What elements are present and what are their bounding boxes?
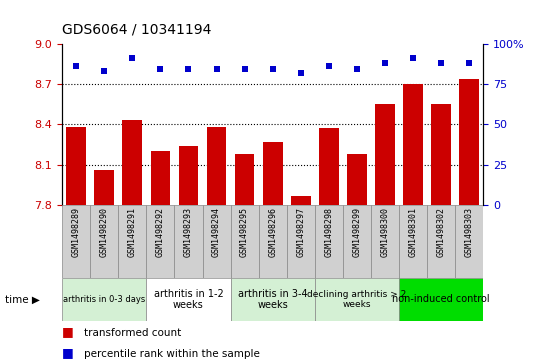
- Bar: [146, 205, 174, 278]
- Text: non-induced control: non-induced control: [393, 294, 490, 305]
- Bar: [315, 278, 399, 321]
- Point: [409, 55, 417, 61]
- Point: [353, 66, 361, 72]
- Text: ■: ■: [62, 325, 74, 338]
- Point: [296, 70, 305, 76]
- Bar: [231, 278, 315, 321]
- Text: ■: ■: [62, 346, 74, 359]
- Bar: [62, 205, 90, 278]
- Text: GSM1498302: GSM1498302: [437, 207, 445, 257]
- Point: [437, 60, 445, 66]
- Bar: [179, 146, 198, 205]
- Bar: [460, 78, 479, 205]
- Point: [325, 63, 333, 69]
- Bar: [118, 205, 146, 278]
- Text: GSM1498298: GSM1498298: [325, 207, 333, 257]
- Bar: [455, 205, 483, 278]
- Text: GSM1498296: GSM1498296: [268, 207, 277, 257]
- Text: percentile rank within the sample: percentile rank within the sample: [84, 349, 260, 359]
- Bar: [399, 205, 427, 278]
- Bar: [319, 129, 339, 205]
- Bar: [62, 278, 146, 321]
- Bar: [146, 278, 231, 321]
- Point: [240, 66, 249, 72]
- Bar: [315, 205, 343, 278]
- Text: GDS6064 / 10341194: GDS6064 / 10341194: [62, 22, 212, 36]
- Bar: [235, 154, 254, 205]
- Text: arthritis in 0-3 days: arthritis in 0-3 days: [63, 295, 145, 304]
- Bar: [94, 170, 114, 205]
- Bar: [123, 120, 142, 205]
- Text: declining arthritis > 2
weeks: declining arthritis > 2 weeks: [307, 290, 407, 309]
- Point: [184, 66, 193, 72]
- Text: GSM1498294: GSM1498294: [212, 207, 221, 257]
- Text: GSM1498300: GSM1498300: [381, 207, 389, 257]
- Bar: [403, 84, 423, 205]
- Text: arthritis in 3-4
weeks: arthritis in 3-4 weeks: [238, 289, 307, 310]
- Text: GSM1498297: GSM1498297: [296, 207, 305, 257]
- Bar: [174, 205, 202, 278]
- Text: GSM1498293: GSM1498293: [184, 207, 193, 257]
- Text: GSM1498301: GSM1498301: [409, 207, 417, 257]
- Bar: [231, 205, 259, 278]
- Point: [381, 60, 389, 66]
- Point: [212, 66, 221, 72]
- Point: [156, 66, 165, 72]
- Bar: [202, 205, 231, 278]
- Point: [128, 55, 137, 61]
- Text: GSM1498295: GSM1498295: [240, 207, 249, 257]
- Bar: [207, 127, 226, 205]
- Bar: [375, 104, 395, 205]
- Bar: [399, 278, 483, 321]
- Text: time ▶: time ▶: [5, 294, 40, 305]
- Bar: [291, 196, 310, 205]
- Bar: [343, 205, 371, 278]
- Bar: [347, 154, 367, 205]
- Text: GSM1498303: GSM1498303: [465, 207, 474, 257]
- Text: GSM1498289: GSM1498289: [72, 207, 80, 257]
- Bar: [427, 205, 455, 278]
- Bar: [431, 104, 451, 205]
- Text: transformed count: transformed count: [84, 327, 181, 338]
- Bar: [371, 205, 399, 278]
- Text: GSM1498290: GSM1498290: [100, 207, 109, 257]
- Bar: [66, 127, 86, 205]
- Bar: [90, 205, 118, 278]
- Point: [268, 66, 277, 72]
- Point: [100, 68, 109, 74]
- Point: [465, 60, 474, 66]
- Text: GSM1498299: GSM1498299: [353, 207, 361, 257]
- Bar: [151, 151, 170, 205]
- Text: GSM1498292: GSM1498292: [156, 207, 165, 257]
- Text: GSM1498291: GSM1498291: [128, 207, 137, 257]
- Bar: [263, 142, 282, 205]
- Bar: [259, 205, 287, 278]
- Text: arthritis in 1-2
weeks: arthritis in 1-2 weeks: [153, 289, 224, 310]
- Bar: [287, 205, 315, 278]
- Point: [72, 63, 80, 69]
